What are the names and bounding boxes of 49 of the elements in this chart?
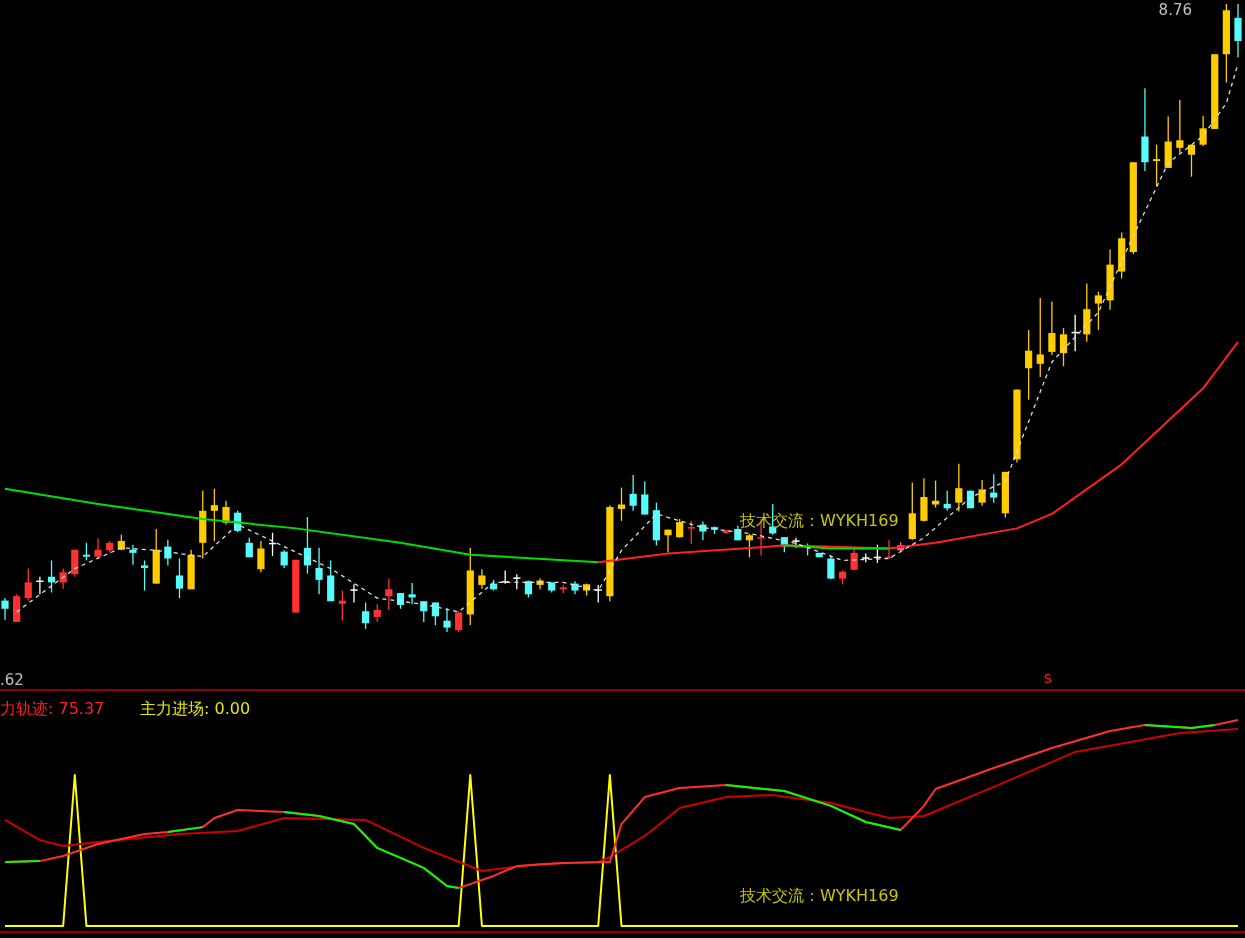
candlestick [1152, 144, 1161, 187]
annotation: 技术交流：WYKH169 [739, 885, 899, 905]
candlestick [222, 500, 230, 526]
candlestick [257, 540, 265, 573]
candlestick [443, 607, 451, 633]
candlestick [431, 601, 439, 626]
candlestick [990, 473, 998, 504]
candlestick [931, 480, 940, 509]
candlestick [303, 516, 312, 575]
text: .62 [0, 670, 24, 689]
candlestick [676, 518, 684, 539]
candlestick [140, 559, 149, 592]
candlestick [955, 463, 963, 513]
candlestick [210, 488, 218, 542]
candlestick [1025, 329, 1033, 401]
candlestick [164, 539, 172, 567]
candlestick [94, 537, 102, 560]
candlestick [175, 557, 184, 599]
candlestick [1176, 99, 1184, 154]
text: S [1043, 670, 1053, 686]
candlestick [978, 479, 986, 507]
candlestick [1199, 115, 1207, 147]
candlestick [1036, 297, 1044, 378]
candlestick [24, 567, 32, 602]
candlestick [792, 537, 800, 549]
text: 主力进场: 0.00 [140, 698, 251, 718]
candlestick [629, 474, 637, 512]
candlestick [455, 610, 463, 633]
candlestick [1187, 144, 1196, 178]
candlestick [408, 582, 416, 606]
annotation: 8.76 [1158, 0, 1192, 19]
candlestick [338, 589, 346, 622]
candlestick [699, 520, 707, 541]
candlestick [641, 480, 649, 516]
candlestick [1059, 327, 1068, 368]
candlestick [1234, 3, 1242, 59]
text: 力轨迹: 75.37 [0, 698, 105, 718]
candlestick [1048, 301, 1056, 356]
candlestick [920, 477, 928, 523]
candlestick [1, 597, 9, 621]
candlestick [385, 577, 393, 611]
candlestick [129, 544, 137, 566]
candlestick [478, 568, 486, 590]
candlestick [745, 533, 754, 558]
candlestick [361, 601, 370, 630]
candlestick [687, 520, 695, 545]
candlestick [1094, 290, 1103, 331]
candlestick [350, 583, 358, 604]
candlestick [315, 547, 323, 595]
